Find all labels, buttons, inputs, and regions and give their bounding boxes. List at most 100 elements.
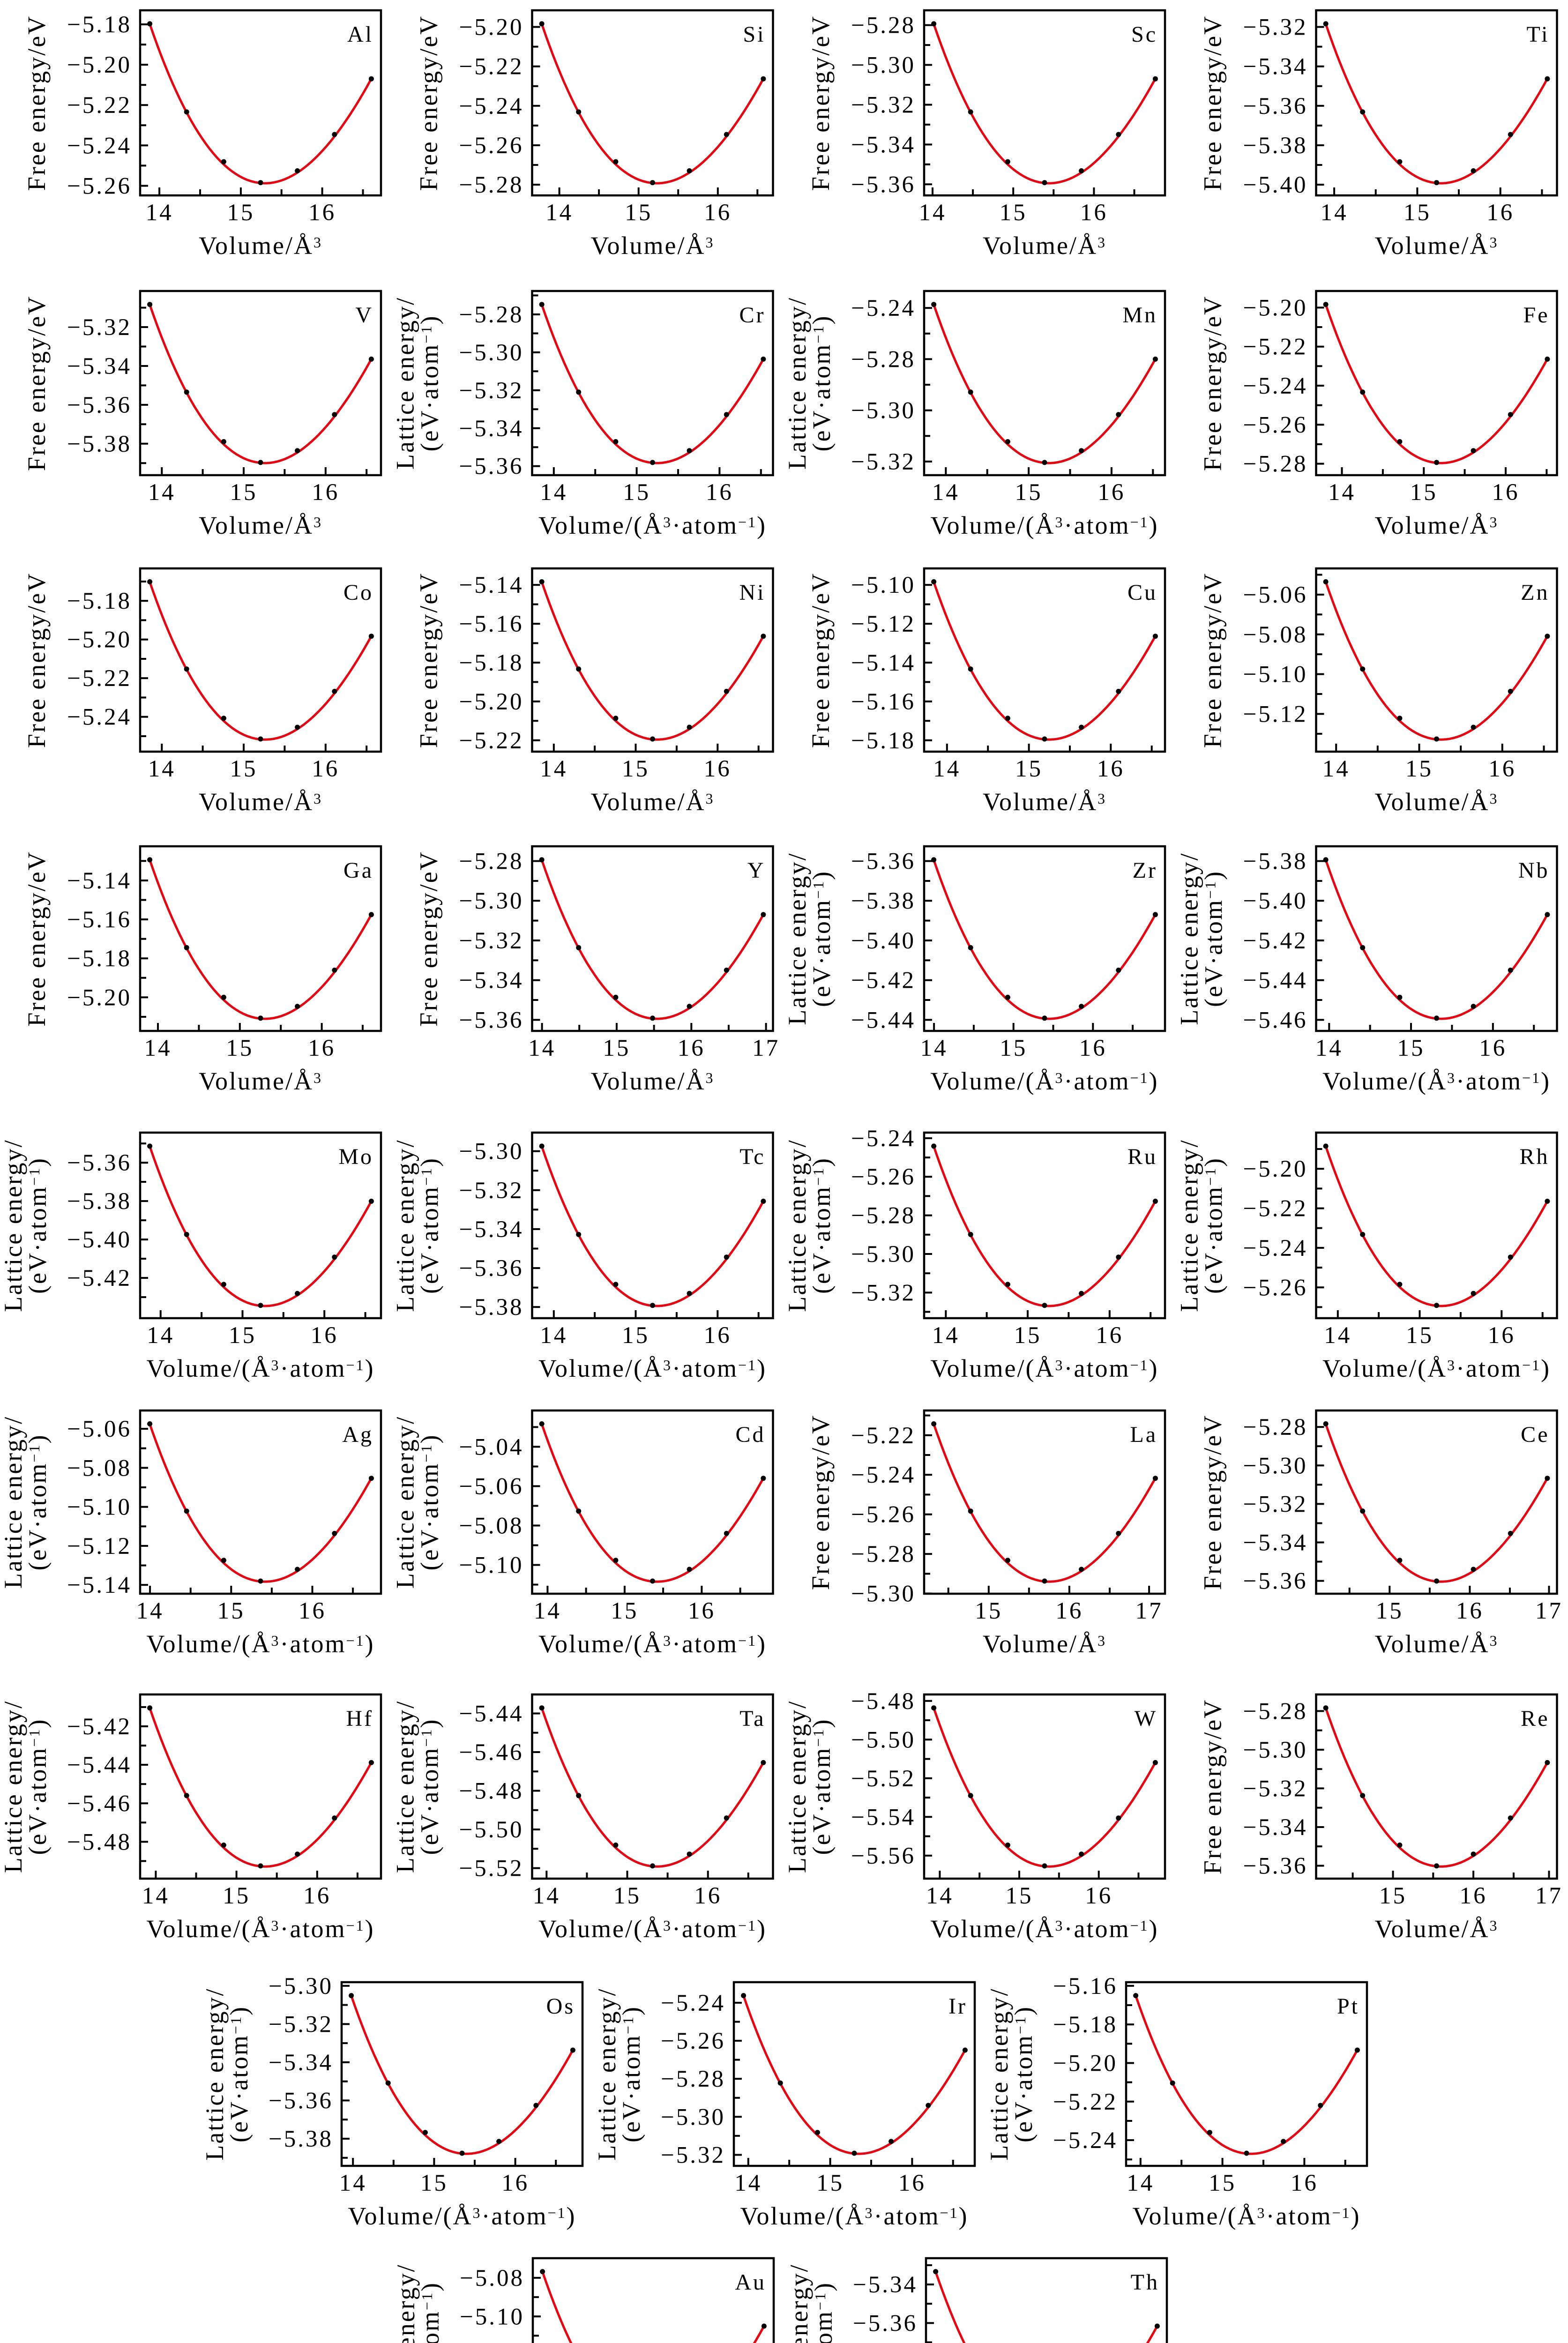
svg-text:14: 14 (1324, 1322, 1351, 1349)
svg-text:Volume/(Å3·atom−1): Volume/(Å3·atom−1) (538, 1630, 767, 1658)
svg-text:−5.34: −5.34 (1243, 1814, 1307, 1841)
svg-text:−5.22: −5.22 (1053, 2089, 1118, 2115)
svg-text:Lattice energy/: Lattice energy/ (201, 1987, 229, 2160)
svg-text:−5.36: −5.36 (459, 454, 523, 480)
svg-text:−5.34: −5.34 (459, 968, 523, 994)
svg-text:Free energy/eV: Free energy/eV (415, 15, 443, 191)
svg-text:−5.36: −5.36 (1243, 1568, 1307, 1595)
svg-text:−5.34: −5.34 (1243, 54, 1307, 80)
svg-text:−5.06: −5.06 (1243, 582, 1307, 608)
svg-text:−5.36: −5.36 (67, 1150, 132, 1176)
svg-text:14: 14 (146, 200, 173, 226)
svg-text:14: 14 (144, 1035, 172, 1061)
svg-text:−5.42: −5.42 (1243, 928, 1307, 954)
svg-text:16: 16 (898, 2170, 926, 2196)
svg-text:−5.34: −5.34 (459, 416, 523, 442)
svg-text:Free energy/eV: Free energy/eV (22, 851, 51, 1026)
svg-text:16: 16 (308, 200, 336, 226)
svg-text:−5.54: −5.54 (851, 1804, 916, 1830)
svg-text:Lattice energy/: Lattice energy/ (391, 1139, 419, 1312)
svg-text:Rh: Rh (1519, 1144, 1549, 1169)
svg-text:−5.18: −5.18 (67, 588, 132, 614)
svg-text:16: 16 (312, 479, 339, 506)
svg-text:14: 14 (932, 1322, 960, 1349)
svg-text:Volume/Å3: Volume/Å3 (199, 231, 322, 260)
svg-text:Volume/Å3: Volume/Å3 (983, 231, 1106, 260)
svg-text:−5.30: −5.30 (269, 1973, 333, 2000)
svg-text:14: 14 (339, 2170, 367, 2196)
svg-text:−5.40: −5.40 (67, 1227, 132, 1253)
svg-text:−5.20: −5.20 (1243, 295, 1307, 321)
svg-text:Free energy/eV: Free energy/eV (22, 15, 51, 191)
svg-text:−5.30: −5.30 (459, 888, 523, 914)
svg-text:16: 16 (501, 2170, 529, 2196)
svg-text:Volume/(Å3·atom−1): Volume/(Å3·atom−1) (740, 2202, 969, 2230)
svg-text:−5.36: −5.36 (269, 2088, 333, 2114)
svg-text:−5.10: −5.10 (459, 1552, 523, 1579)
svg-text:−5.32: −5.32 (67, 314, 132, 341)
svg-text:−5.26: −5.26 (67, 173, 132, 200)
svg-text:17: 17 (1535, 1598, 1563, 1624)
svg-text:Volume/Å3: Volume/Å3 (590, 788, 714, 816)
svg-text:16: 16 (704, 756, 732, 782)
svg-text:Ni: Ni (739, 580, 766, 605)
svg-text:Volume/(Å3·atom−1): Volume/(Å3·atom−1) (538, 511, 767, 539)
svg-text:−5.36: −5.36 (853, 2310, 918, 2336)
svg-text:−5.26: −5.26 (661, 2028, 725, 2054)
svg-text:−5.08: −5.08 (460, 2265, 524, 2291)
svg-text:−5.28: −5.28 (851, 1203, 916, 1229)
svg-text:16: 16 (303, 1883, 331, 1909)
svg-text:−5.24: −5.24 (851, 1462, 916, 1488)
svg-text:−5.36: −5.36 (851, 172, 916, 198)
svg-text:−5.04: −5.04 (459, 1434, 523, 1460)
svg-text:14: 14 (1127, 2170, 1154, 2196)
svg-text:−5.32: −5.32 (1243, 1776, 1307, 1802)
svg-text:−5.36: −5.36 (459, 1255, 523, 1282)
svg-text:−5.28: −5.28 (661, 2066, 725, 2092)
svg-text:16: 16 (1488, 756, 1516, 782)
svg-text:−5.28: −5.28 (1243, 1414, 1307, 1440)
svg-text:15: 15 (1006, 1883, 1033, 1909)
svg-text:−5.14: −5.14 (67, 868, 132, 894)
svg-text:Free energy/eV: Free energy/eV (1199, 295, 1227, 471)
svg-text:16: 16 (1488, 1322, 1516, 1349)
svg-text:−5.38: −5.38 (269, 2126, 333, 2152)
svg-text:−5.26: −5.26 (851, 1502, 916, 1528)
svg-text:(eV·atom−1): (eV·atom−1) (416, 2282, 444, 2343)
svg-text:14: 14 (1315, 1035, 1343, 1061)
svg-text:16: 16 (1456, 1598, 1484, 1624)
svg-text:Free energy/eV: Free energy/eV (806, 15, 835, 191)
svg-text:Lattice energy/: Lattice energy/ (783, 1700, 811, 1873)
svg-text:14: 14 (528, 1035, 556, 1061)
svg-text:−5.46: −5.46 (1243, 1007, 1307, 1033)
svg-text:−5.28: −5.28 (1243, 451, 1307, 478)
svg-text:−5.20: −5.20 (67, 985, 132, 1011)
svg-text:14: 14 (540, 756, 567, 782)
svg-text:−5.28: −5.28 (459, 849, 523, 875)
svg-text:15: 15 (230, 756, 258, 782)
svg-text:16: 16 (704, 200, 732, 226)
svg-text:−5.28: −5.28 (459, 172, 523, 198)
svg-text:Volume/Å3: Volume/Å3 (1374, 511, 1498, 539)
svg-text:Volume/(Å3·atom−1): Volume/(Å3·atom−1) (147, 1915, 375, 1943)
svg-text:14: 14 (926, 1883, 954, 1909)
svg-text:−5.42: −5.42 (67, 1714, 132, 1740)
svg-text:−5.32: −5.32 (851, 449, 916, 475)
svg-text:15: 15 (975, 1598, 1002, 1624)
svg-text:Ag: Ag (342, 1422, 373, 1447)
svg-text:Free energy/eV: Free energy/eV (1199, 15, 1227, 191)
svg-text:−5.38: −5.38 (1243, 849, 1307, 875)
svg-text:−5.40: −5.40 (1243, 172, 1307, 198)
svg-text:−5.32: −5.32 (661, 2142, 725, 2169)
svg-text:−5.24: −5.24 (459, 93, 523, 119)
svg-text:−5.30: −5.30 (851, 1241, 916, 1268)
svg-text:(eV·atom−1): (eV·atom−1) (225, 2006, 253, 2142)
svg-text:Volume/Å3: Volume/Å3 (983, 788, 1106, 816)
svg-text:−5.16: −5.16 (67, 907, 132, 933)
svg-text:−5.36: −5.36 (67, 392, 132, 418)
svg-text:−5.24: −5.24 (851, 1126, 916, 1152)
svg-text:14: 14 (147, 1322, 174, 1349)
svg-text:−5.48: −5.48 (67, 1829, 132, 1855)
svg-text:Lattice energy/: Lattice energy/ (0, 1139, 27, 1312)
svg-text:Ir: Ir (948, 1994, 967, 2019)
